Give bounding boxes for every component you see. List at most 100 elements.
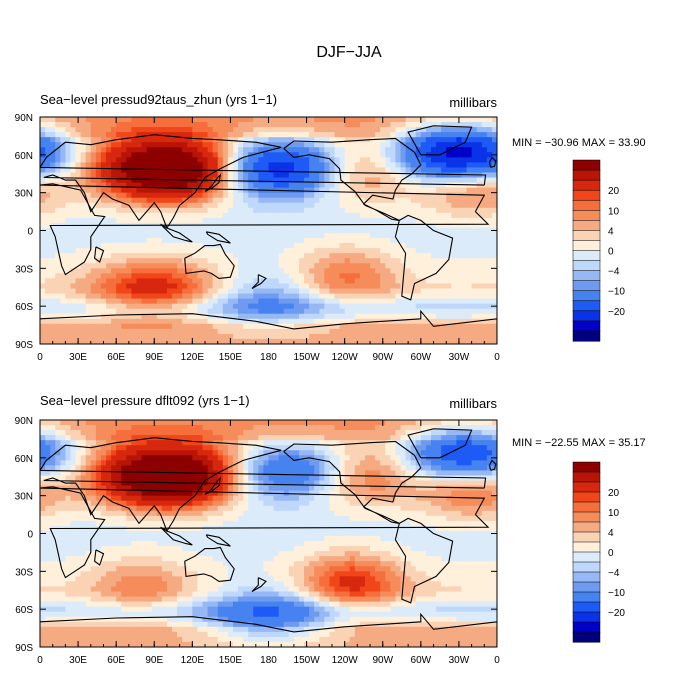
field-cell (111, 455, 117, 461)
field-cell (156, 425, 163, 431)
field-cell (278, 182, 285, 189)
field-cell (177, 323, 183, 330)
field-cell (309, 182, 315, 189)
field-cell (451, 253, 457, 259)
field-cell (425, 182, 432, 189)
field-cell (177, 253, 183, 259)
field-cell (258, 313, 265, 320)
field-cell (436, 227, 442, 234)
field-cell (121, 450, 127, 456)
field-cell (461, 440, 468, 446)
field-cell (481, 308, 488, 315)
field-cell (90, 248, 97, 254)
field-cell (415, 167, 422, 174)
field-cell (232, 425, 239, 431)
field-cell (329, 152, 336, 158)
field-cell (65, 227, 72, 234)
field-cell (197, 435, 204, 441)
field-cell (131, 248, 138, 254)
field-cell (95, 308, 102, 315)
field-cell (100, 430, 107, 436)
field-cell (182, 445, 188, 451)
field-cell (420, 288, 427, 295)
field-cell (222, 308, 229, 315)
field-cell (258, 137, 265, 143)
field-cell (395, 455, 402, 461)
field-cell (258, 430, 265, 436)
field-cell (106, 318, 112, 325)
field-cell (253, 425, 259, 431)
field-cell (268, 333, 275, 340)
field-cell (339, 263, 346, 269)
field-cell (446, 122, 452, 128)
field-cell (182, 212, 188, 219)
field-cell (359, 207, 366, 214)
field-cell (354, 202, 361, 209)
field-cell (141, 268, 148, 274)
field-cell (491, 435, 497, 441)
field-cell (95, 313, 102, 320)
field-cell (156, 127, 163, 133)
field-cell (410, 313, 417, 320)
field-cell (466, 167, 473, 174)
field-cell (238, 313, 244, 320)
field-cell (354, 142, 361, 148)
field-cell (385, 278, 391, 285)
field-cell (273, 338, 280, 344)
field-cell (182, 278, 188, 285)
field-cell (491, 202, 497, 209)
field-cell (354, 460, 361, 466)
field-cell (161, 162, 168, 169)
field-cell (309, 142, 315, 148)
field-cell (75, 308, 82, 315)
field-cell (45, 268, 51, 274)
field-cell (55, 450, 61, 456)
field-cell (430, 212, 437, 219)
field-cell (329, 460, 336, 466)
field-cell (111, 122, 117, 128)
field-cell (456, 268, 463, 274)
field-cell (45, 217, 51, 224)
field-cell (121, 258, 127, 264)
field-cell (441, 238, 447, 244)
field-cell (263, 283, 270, 290)
field-cell (232, 227, 239, 234)
field-cell (380, 455, 386, 461)
field-cell (446, 318, 452, 325)
field-cell (319, 202, 325, 209)
field-cell (116, 142, 122, 148)
field-cell (370, 303, 376, 310)
field-cell (420, 460, 427, 466)
field-cell (491, 132, 497, 138)
field-cell (106, 258, 112, 264)
field-cell (253, 152, 259, 158)
field-cell (40, 430, 46, 436)
field-cell (232, 333, 239, 340)
field-cell (390, 152, 397, 158)
field-cell (75, 142, 82, 148)
field-cell (238, 430, 244, 436)
field-cell (166, 455, 173, 461)
field-cell (197, 293, 204, 300)
field-cell (55, 207, 61, 214)
field-cell (329, 177, 336, 184)
field-cell (85, 308, 92, 315)
field-cell (222, 162, 229, 169)
field-cell (359, 455, 366, 461)
colorbar-label: 4 (608, 226, 614, 237)
field-cell (298, 258, 305, 264)
field-cell (166, 253, 173, 259)
field-cell (217, 253, 224, 259)
field-cell (364, 313, 371, 320)
field-cell (364, 258, 371, 264)
field-cell (136, 248, 143, 254)
field-cell (131, 167, 138, 174)
field-cell (192, 212, 199, 219)
field-cell (55, 132, 61, 138)
field-cell (106, 202, 112, 209)
field-cell (192, 258, 199, 264)
field-cell (405, 273, 412, 280)
field-cell (65, 455, 72, 461)
field-cell (106, 167, 112, 174)
field-cell (258, 127, 265, 133)
